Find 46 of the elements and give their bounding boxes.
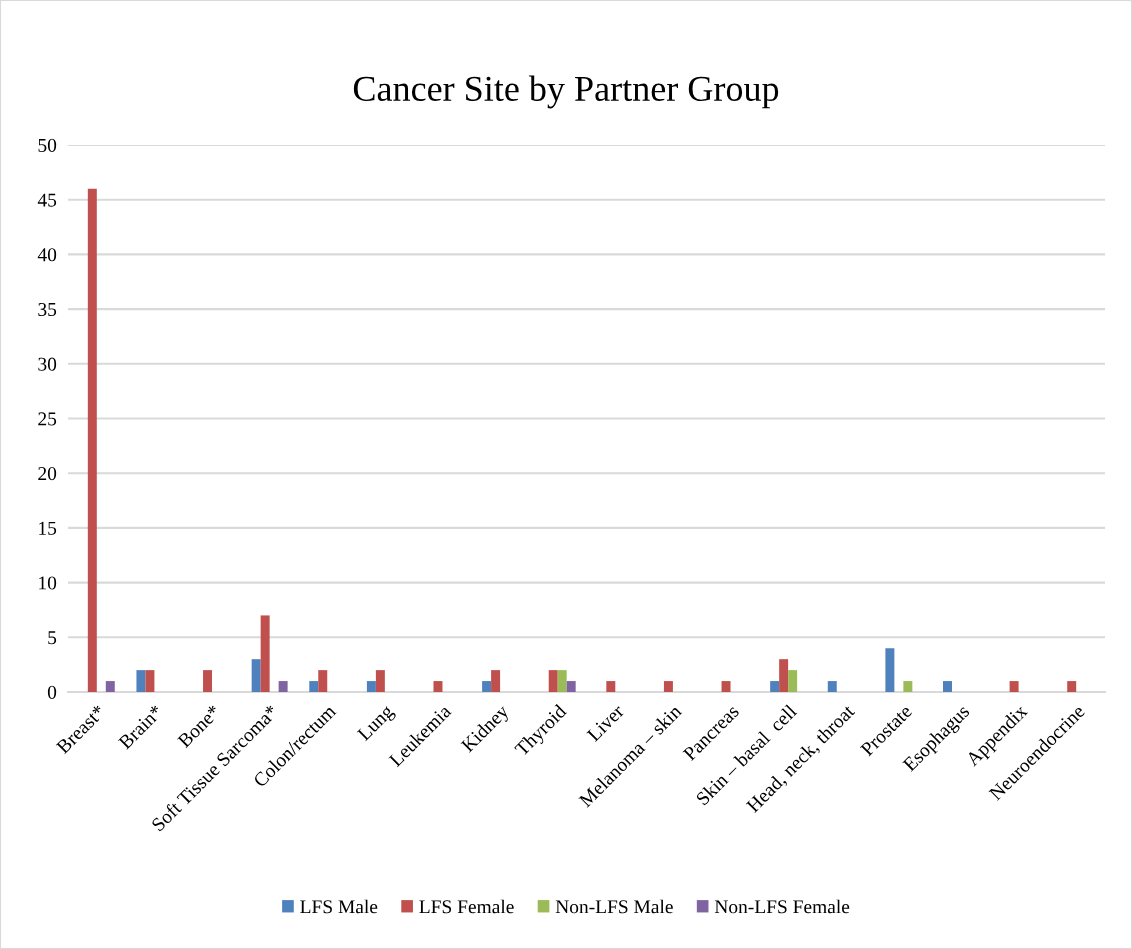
bar: [1009, 681, 1019, 692]
bar: [105, 681, 115, 692]
bar: [278, 681, 288, 692]
bar: [663, 681, 673, 692]
y-tick-label: 50: [38, 138, 57, 152]
bar: [87, 188, 97, 692]
bar: [788, 670, 798, 692]
bar: [903, 681, 913, 692]
bar: [260, 615, 270, 692]
bar: [203, 670, 213, 692]
legend-label: LFS Male: [300, 899, 378, 914]
y-tick-label: 45: [37, 193, 57, 207]
bar: [770, 681, 780, 692]
bar: [779, 659, 789, 692]
bar: [366, 681, 376, 692]
bar: [309, 681, 319, 692]
bar: [885, 648, 895, 692]
bar: [721, 681, 731, 692]
bar: [145, 670, 155, 692]
bar: [433, 681, 443, 692]
bar: [375, 670, 385, 692]
bar: [136, 670, 146, 692]
legend-label: LFS Female: [419, 899, 514, 914]
y-tick-label: 10: [39, 576, 57, 590]
bar: [566, 681, 576, 692]
y-tick-label: 35: [38, 302, 57, 317]
bar: [482, 681, 492, 692]
y-tick-label: 30: [38, 357, 57, 371]
bar: [251, 659, 261, 692]
bar: [827, 681, 837, 692]
bar: [1067, 681, 1077, 692]
bar: [318, 670, 328, 692]
y-tick-label: 5: [48, 631, 57, 645]
bar: [943, 681, 952, 692]
chart-title: Cancer Site by Partner Group: [353, 75, 779, 109]
y-tick-label: 15: [39, 521, 57, 535]
bar: [557, 670, 567, 692]
y-tick-label: 40: [37, 248, 57, 262]
legend-label: Non-LFS Female: [714, 899, 850, 914]
bar: [491, 670, 501, 692]
y-tick-label: 25: [38, 412, 57, 426]
y-tick-label: 0: [47, 685, 57, 699]
bar: [548, 670, 558, 692]
y-tick-label: 20: [38, 467, 57, 481]
bar: [606, 681, 616, 692]
legend-label: Non-LFS Male: [555, 899, 673, 914]
